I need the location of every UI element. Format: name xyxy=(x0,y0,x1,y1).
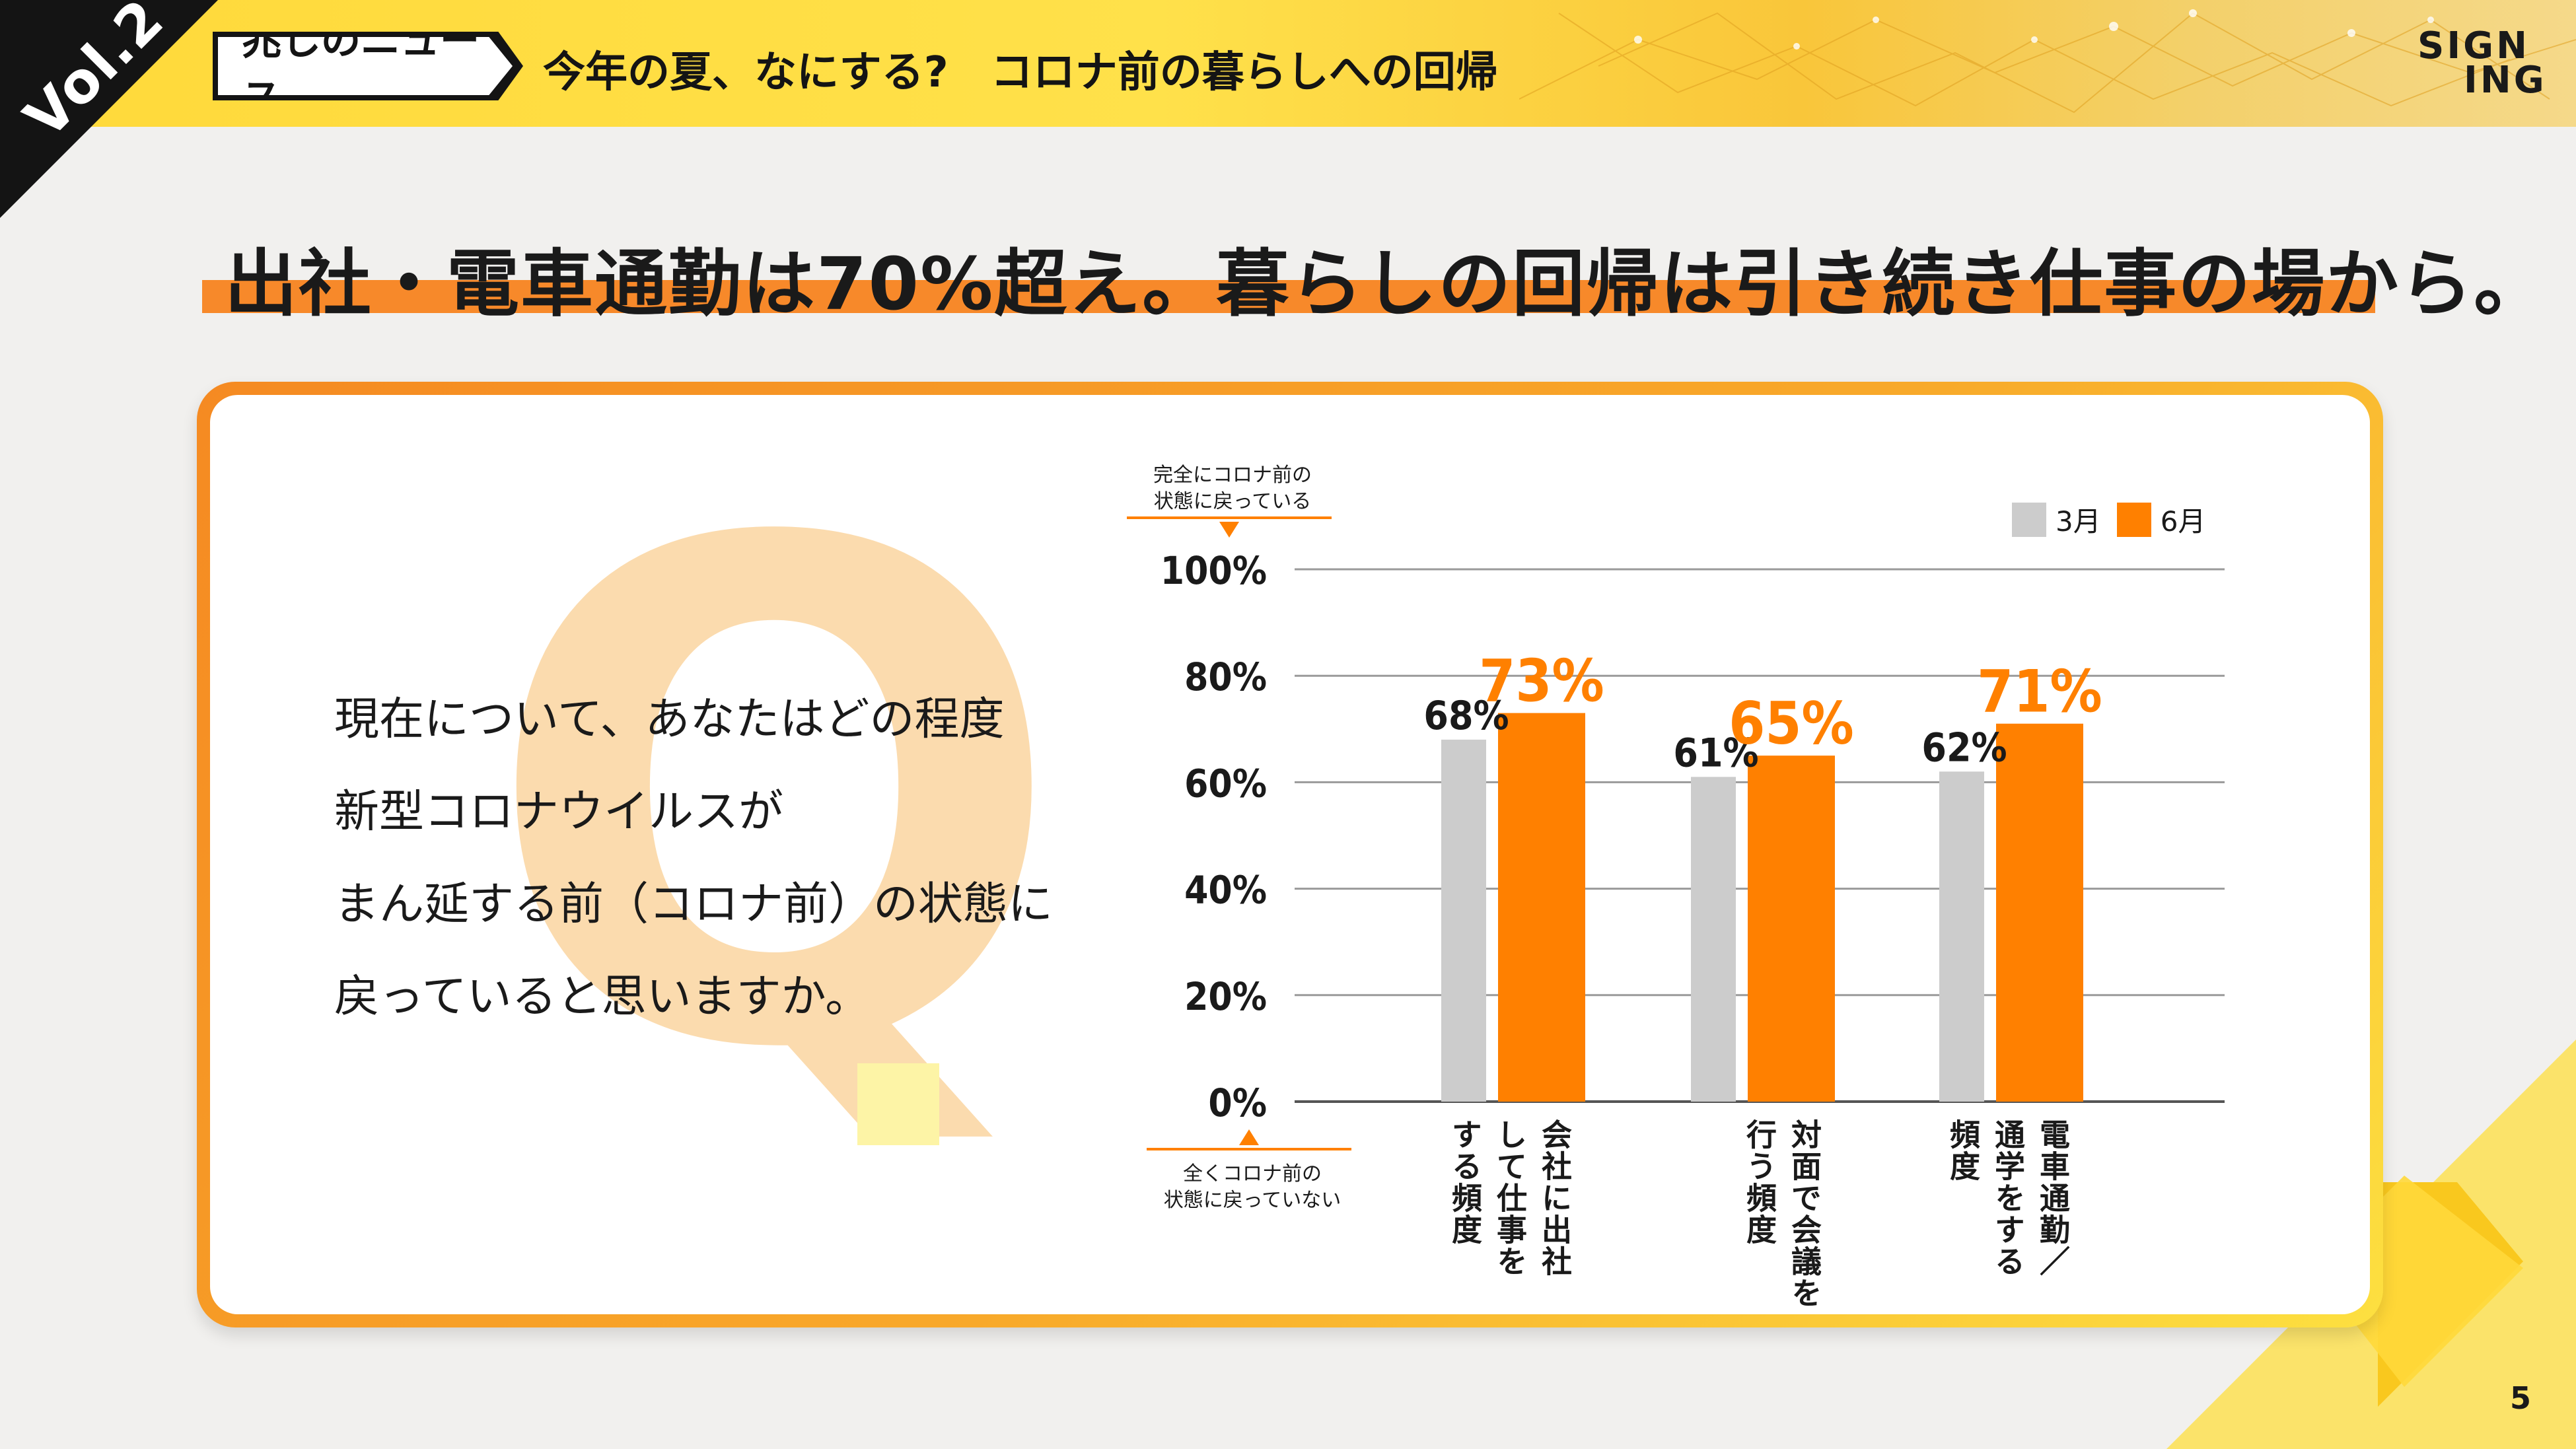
axis-note-bottom: 全くコロナ前の 状態に戻っていない xyxy=(1147,1161,1358,1214)
volume-corner xyxy=(0,0,218,218)
data-label-june: 71% xyxy=(1977,658,2102,726)
axis-note-top-line-2: 状態に戻っている xyxy=(1153,490,1312,513)
legend-swatch-june xyxy=(2116,502,2151,537)
bar-june xyxy=(1498,713,1585,1102)
bar-march xyxy=(1441,739,1486,1102)
brand-line-2: ING xyxy=(2464,59,2547,102)
question-text: 現在について、あなたはどの程度 新型コロナウイルスが まん延する前（コロナ前）の… xyxy=(334,674,1127,1043)
headline-underline xyxy=(202,280,2375,313)
bar-june xyxy=(1996,723,2083,1102)
y-tick-label: 100% xyxy=(1161,548,1267,593)
header-title: 今年の夏、なにする? コロナ前の暮らしへの回帰 xyxy=(543,48,1498,97)
axis-note-bottom-line-1: 全くコロナ前の xyxy=(1183,1162,1322,1185)
axis-note-top-line-1: 完全にコロナ前の xyxy=(1153,464,1312,487)
y-tick-label: 80% xyxy=(1184,654,1267,699)
data-label-june: 73% xyxy=(1479,647,1604,715)
category-label-line: 行う頻度 xyxy=(1742,1119,1777,1246)
axis-note-top: 完全にコロナ前の 状態に戻っている xyxy=(1127,462,1338,515)
category-label-line: する頻度 xyxy=(1447,1119,1483,1246)
axis-note-bottom-line-2: 状態に戻っていない xyxy=(1163,1189,1342,1212)
category-label: 会社に出社 して仕事を する頻度 xyxy=(1443,1119,1577,1277)
page-number: 5 xyxy=(2510,1380,2532,1416)
bar-march xyxy=(1939,771,1984,1102)
legend-swatch-march xyxy=(2012,502,2046,537)
brand-line-1: SIGN xyxy=(2417,24,2530,67)
network-decoration xyxy=(1519,9,2576,114)
question-line: 戻っていると思いますか。 xyxy=(334,971,871,1023)
y-tick-label: 60% xyxy=(1184,761,1267,806)
y-tick-label: 40% xyxy=(1184,868,1267,913)
axis-note-top-arrow xyxy=(1219,522,1239,538)
chart-legend: 3月 6月 xyxy=(2012,499,2205,540)
bar-june xyxy=(1748,756,1835,1102)
y-tick-label: 0% xyxy=(1208,1080,1267,1125)
axis-note-bottom-arrow xyxy=(1239,1129,1259,1145)
question-line: 新型コロナウイルスが xyxy=(334,786,784,838)
data-label-march: 68% xyxy=(1423,693,1509,739)
category-label-line: 電車通勤／ xyxy=(2035,1119,2071,1277)
legend-item-march: 3月 xyxy=(2012,499,2101,540)
data-label-june: 65% xyxy=(1729,689,1854,758)
category-label-line: 頻度 xyxy=(1945,1119,1981,1182)
bar-march xyxy=(1691,777,1736,1102)
q-watermark: Q xyxy=(482,400,1067,1199)
brand-logo: SIGN ING xyxy=(2417,24,2550,102)
series-tag: 兆しのニュース xyxy=(218,37,513,95)
y-tick-label: 20% xyxy=(1184,974,1267,1019)
question-line: まん延する前（コロナ前）の状態に xyxy=(334,878,1054,931)
data-label-march: 61% xyxy=(1673,730,1758,776)
category-label-line: 会社に出社 xyxy=(1537,1119,1573,1277)
legend-label-march: 3月 xyxy=(2056,505,2101,538)
category-label: 電車通勤／ 通学をする 頻度 xyxy=(1941,1119,2075,1277)
category-label-line: して仕事を xyxy=(1492,1119,1528,1277)
legend-label-june: 6月 xyxy=(2160,505,2206,538)
category-label-line: 対面で会議を xyxy=(1787,1119,1822,1309)
category-label: 対面で会議を 行う頻度 xyxy=(1737,1119,1827,1309)
headline: 出社・電車通勤は70%超え。暮らしの回帰は引き続き仕事の場から。 xyxy=(225,242,2548,326)
data-label-march: 62% xyxy=(1921,725,2007,771)
question-line: 現在について、あなたはどの程度 xyxy=(334,693,1005,746)
legend-item-june: 6月 xyxy=(2116,499,2206,540)
category-label-line: 通学をする xyxy=(1990,1119,2026,1277)
q-watermark-dot xyxy=(857,1063,939,1145)
